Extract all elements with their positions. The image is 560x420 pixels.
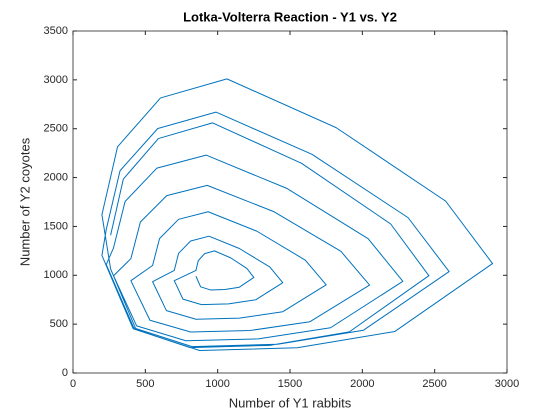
y-tick-label: 3500 <box>44 25 68 37</box>
x-tick-label: 500 <box>136 378 154 390</box>
x-axis-label: Number of Y1 rabbits <box>229 395 352 410</box>
y-tick-label: 500 <box>50 318 68 330</box>
x-tick-label: 2000 <box>350 378 374 390</box>
y-tick-label: 2000 <box>44 171 68 183</box>
data-line <box>101 78 494 352</box>
y-axis-label: Number of Y2 coyotes <box>17 137 32 266</box>
plot-area <box>73 31 507 373</box>
y-tick-label: 1500 <box>44 220 68 232</box>
y-tick-label: 2500 <box>44 123 68 135</box>
x-tick-label: 2500 <box>422 378 446 390</box>
x-tick-label: 0 <box>70 378 76 390</box>
x-tick-label: 3000 <box>495 378 519 390</box>
y-tick-label: 3000 <box>44 74 68 86</box>
y-tick-label: 0 <box>62 367 68 379</box>
chart-title: Lotka-Volterra Reaction - Y1 vs. Y2 <box>183 9 397 24</box>
y-tick-label: 1000 <box>44 269 68 281</box>
x-tick-label: 1000 <box>205 378 229 390</box>
x-tick-label: 1500 <box>278 378 302 390</box>
